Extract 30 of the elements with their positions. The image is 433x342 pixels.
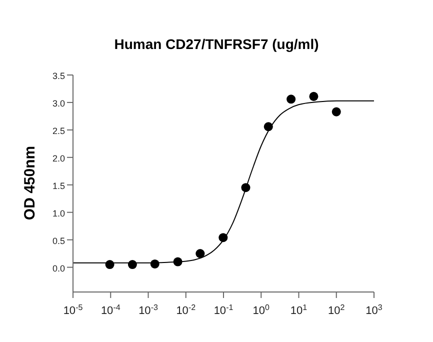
x-tick-label: 10$^{-1}$ [214,302,234,317]
y-tick-label: 1.5 [52,180,65,191]
x-tick-label: 10$^{2}$ [328,302,346,317]
x-tick-label: 10$^{-5}$ [63,302,84,317]
point [241,183,250,192]
point [196,249,205,258]
point [264,122,273,132]
point [286,94,296,104]
y-tick-label: 0.5 [52,236,65,246]
x-tick-label: 10$^{0}$ [252,302,270,317]
point [332,107,341,116]
x-tick-label: 10$^{-3}$ [138,302,158,317]
y-tick-label: 0.0 [52,263,65,274]
point [309,92,318,101]
y-tick-label: 2.5 [52,126,65,136]
x-tick-label: 10$^{-4}$ [100,302,121,317]
y-axis-title: OD 450nm [22,146,38,220]
point [105,260,114,270]
x-tick-label: 10$^{-2}$ [176,302,196,317]
y-tick-label: 2.0 [52,153,65,164]
point [173,257,182,266]
point [218,233,228,242]
point [150,259,160,268]
x-tick-label: 10$^{3}$ [366,302,383,317]
point [128,260,137,270]
chart-title: Human CD27/TNFRSF7 (ug/ml) [113,36,320,52]
y-tick-label: 3.5 [52,71,65,81]
y-tick-label: 1.0 [52,208,65,218]
y-tick-label: 3.0 [52,98,65,108]
x-tick-label: 10$^{1}$ [290,302,308,317]
